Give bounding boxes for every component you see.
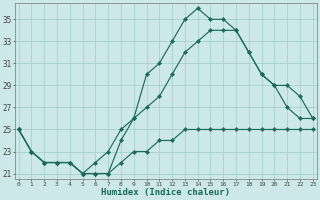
X-axis label: Humidex (Indice chaleur): Humidex (Indice chaleur) <box>101 188 230 197</box>
